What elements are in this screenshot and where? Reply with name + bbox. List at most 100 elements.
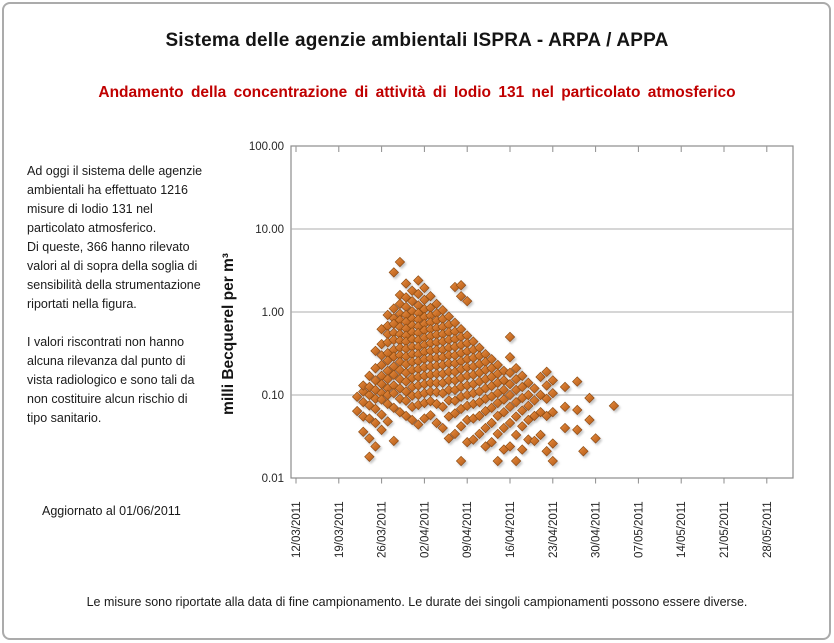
data-point	[425, 410, 436, 421]
x-tick-label: 30/04/2011	[591, 501, 603, 558]
data-point	[578, 446, 589, 457]
description-paragraph-1: Ad oggi il sistema delle agenzie ambient…	[27, 164, 203, 235]
data-point	[455, 421, 467, 432]
data-point	[547, 438, 558, 449]
data-point	[504, 417, 516, 429]
data-point	[376, 394, 387, 405]
data-point	[351, 405, 363, 417]
data-point	[523, 377, 534, 389]
x-tick-label: 07/05/2011	[633, 501, 645, 558]
data-point	[388, 435, 400, 447]
x-tick-label: 28/05/2011	[762, 501, 774, 558]
data-point	[394, 256, 406, 268]
data-point	[572, 404, 583, 416]
data-point	[547, 455, 558, 467]
data-point	[523, 434, 534, 445]
data-point	[529, 435, 540, 447]
x-tick-label: 23/04/2011	[548, 501, 560, 558]
data-point	[504, 401, 516, 413]
data-point	[413, 419, 424, 430]
y-tick-label: 0.10	[262, 390, 284, 402]
data-point	[559, 381, 571, 393]
y-tick-label: 100.00	[249, 141, 284, 153]
footer-note: Le misure sono riportate alla data di fi…	[86, 595, 748, 609]
data-point	[529, 383, 540, 394]
data-point	[443, 433, 455, 444]
data-point	[376, 359, 387, 371]
data-point	[406, 414, 418, 426]
data-point	[517, 370, 528, 382]
data-point	[486, 417, 497, 429]
data-point	[498, 422, 510, 434]
data-point	[455, 291, 467, 302]
data-point	[492, 428, 503, 440]
data-point	[449, 428, 461, 440]
description-paragraph-2: Di queste, 366 hanno rilevato valori al …	[27, 240, 201, 311]
data-point	[474, 428, 485, 440]
data-point	[510, 455, 522, 467]
data-point	[388, 388, 400, 399]
data-point	[419, 282, 430, 294]
data-point	[376, 424, 387, 436]
data-point	[358, 426, 369, 438]
data-point	[541, 380, 552, 391]
data-point	[394, 383, 406, 394]
data-point	[370, 393, 381, 404]
y-tick-label: 10.00	[255, 224, 284, 236]
data-point	[437, 422, 448, 434]
data-point	[486, 402, 497, 414]
data-points-layer	[351, 256, 620, 467]
data-point	[547, 375, 558, 386]
data-point	[455, 455, 467, 467]
data-point	[431, 398, 442, 410]
x-tick-label: 21/05/2011	[719, 501, 731, 558]
data-point	[504, 389, 516, 401]
data-point	[382, 416, 393, 427]
data-point	[394, 393, 406, 404]
data-point	[382, 355, 393, 366]
x-tick-label: 14/05/2011	[676, 501, 688, 558]
page-title: Sistema delle agenzie ambientali ISPRA -…	[165, 30, 669, 51]
data-point	[517, 444, 528, 455]
data-point	[559, 422, 571, 434]
y-axis-title: milli Becquerel per m³	[220, 253, 237, 415]
description-text-block: Ad oggi il sistema delle agenzie ambient…	[27, 162, 205, 428]
data-point	[449, 408, 461, 419]
x-tick-label: 19/03/2011	[334, 501, 346, 558]
data-point	[498, 407, 510, 418]
data-point	[364, 370, 375, 382]
data-point	[358, 380, 369, 391]
data-point	[559, 401, 571, 413]
data-point	[400, 410, 412, 422]
data-point	[364, 451, 375, 463]
data-point	[572, 424, 583, 436]
data-point	[351, 391, 363, 403]
y-tick-label: 1.00	[262, 307, 284, 319]
data-point	[413, 275, 424, 286]
updated-date-label: Aggiornato al 01/06/2011	[42, 504, 181, 518]
data-point	[382, 398, 393, 410]
data-point	[364, 433, 375, 444]
data-point	[455, 280, 467, 291]
data-point	[541, 393, 552, 404]
x-tick-label: 09/04/2011	[462, 501, 474, 558]
data-point	[535, 389, 546, 401]
data-point	[480, 441, 491, 452]
data-point	[523, 414, 534, 426]
data-point	[364, 413, 375, 424]
data-point	[529, 395, 540, 406]
data-point	[376, 409, 387, 420]
data-point	[541, 446, 552, 457]
x-tick-label: 02/04/2011	[419, 501, 431, 558]
data-point	[504, 441, 516, 452]
data-point	[504, 378, 516, 390]
data-point	[370, 441, 381, 452]
data-point	[504, 367, 516, 379]
data-point	[388, 369, 400, 381]
data-point	[584, 414, 595, 426]
data-point	[388, 267, 400, 278]
data-point	[547, 388, 558, 399]
description-paragraph-3: I valori riscontrati non hanno alcuna ri…	[27, 335, 195, 425]
data-point	[541, 366, 552, 378]
